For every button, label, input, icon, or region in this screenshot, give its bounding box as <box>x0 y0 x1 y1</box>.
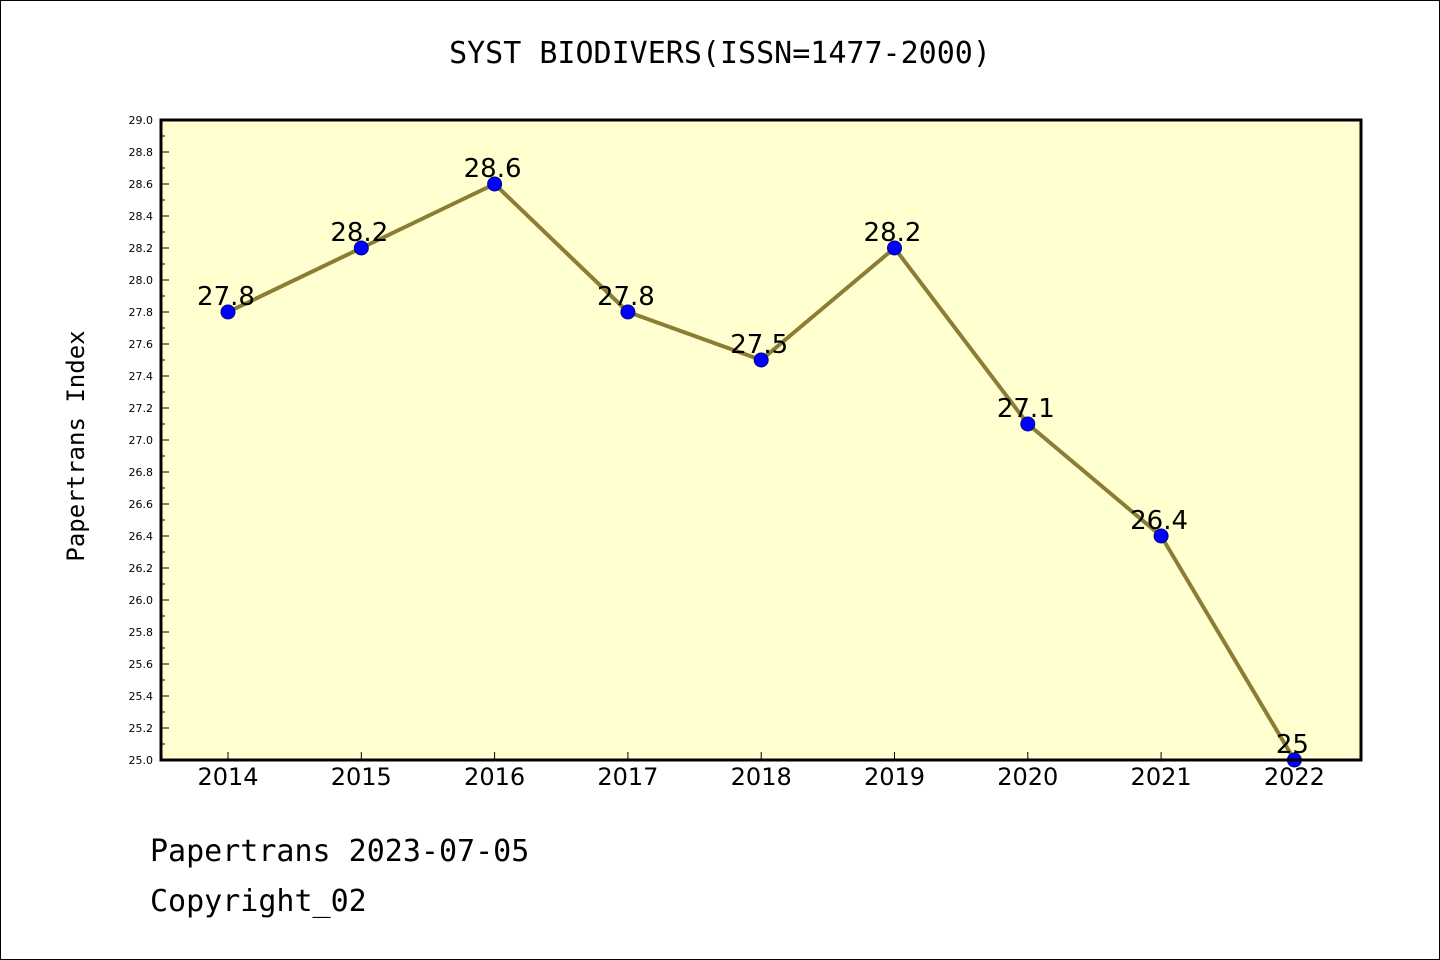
data-label: 28.6 <box>464 154 522 184</box>
y-tick-label: 27.2 <box>129 402 154 415</box>
y-tick-label: 26.8 <box>129 466 154 479</box>
plot-border <box>159 118 1363 762</box>
x-tick-label: 2014 <box>197 763 258 791</box>
y-tick-label: 25.4 <box>129 690 154 703</box>
y-tick-label: 28.8 <box>129 146 154 159</box>
y-tick-label: 29.0 <box>129 114 154 127</box>
chart-title: SYST BIODIVERS(ISSN=1477-2000) <box>449 36 991 71</box>
y-tick-label: 26.4 <box>129 530 154 543</box>
y-tick-label: 28.6 <box>129 178 154 191</box>
footer-copyright: Copyright_02 <box>150 884 367 919</box>
y-tick-label: 27.8 <box>129 306 154 319</box>
y-tick-label: 28.0 <box>129 274 154 287</box>
data-point <box>620 304 636 320</box>
y-axis-ticks: 25.0 25.2 25.4 25.6 25.8 26.0 26.2 26.4 26.6 26.8… <box>129 114 169 767</box>
x-tick-label: 2015 <box>331 763 392 791</box>
footer-date: Papertrans 2023-07-05 <box>150 834 530 869</box>
x-tick-label: 2022 <box>1264 763 1325 791</box>
y-tick-label: 27.4 <box>129 370 154 383</box>
y-tick-label: 28.4 <box>129 210 154 223</box>
series-markers <box>220 176 1302 768</box>
y-tick-label: 25.0 <box>129 754 154 767</box>
y-tick-label: 25.2 <box>129 722 154 735</box>
data-point <box>487 176 503 192</box>
y-tick-label: 27.0 <box>129 434 154 447</box>
x-axis-ticks: 2014 2015 2016 2017 2018 2019 2020 2021 2022 <box>197 752 1325 791</box>
data-point <box>353 240 369 256</box>
y-tick-label: 27.6 <box>129 338 154 351</box>
data-labels: 27.8 28.2 28.6 27.8 27.5 28.2 27.1 26.4 25 <box>197 154 1309 760</box>
x-tick-label: 2017 <box>597 763 658 791</box>
data-label: 26.4 <box>1130 506 1188 536</box>
y-tick-label: 28.2 <box>129 242 154 255</box>
data-label: 27.5 <box>730 330 788 360</box>
data-label: 28.2 <box>864 218 922 248</box>
y-tick-label: 25.6 <box>129 658 154 671</box>
data-point <box>753 352 769 368</box>
x-tick-label: 2020 <box>997 763 1058 791</box>
x-tick-label: 2019 <box>864 763 925 791</box>
data-label: 27.1 <box>997 394 1055 424</box>
y-tick-label: 26.2 <box>129 562 154 575</box>
x-tick-label: 2016 <box>464 763 525 791</box>
data-point <box>1020 416 1036 432</box>
data-label: 25 <box>1276 730 1309 760</box>
data-label: 28.2 <box>330 218 388 248</box>
data-label: 27.8 <box>597 282 655 312</box>
plot-area <box>161 120 1361 760</box>
data-label: 27.8 <box>197 282 255 312</box>
y-tick-label: 25.8 <box>129 626 154 639</box>
data-point <box>887 240 902 256</box>
x-tick-label: 2021 <box>1131 763 1192 791</box>
y-tick-label: 26.0 <box>129 594 154 607</box>
data-point <box>220 304 236 320</box>
data-point <box>1153 528 1169 544</box>
x-tick-label: 2018 <box>731 763 792 791</box>
y-tick-label: 26.6 <box>129 498 154 511</box>
